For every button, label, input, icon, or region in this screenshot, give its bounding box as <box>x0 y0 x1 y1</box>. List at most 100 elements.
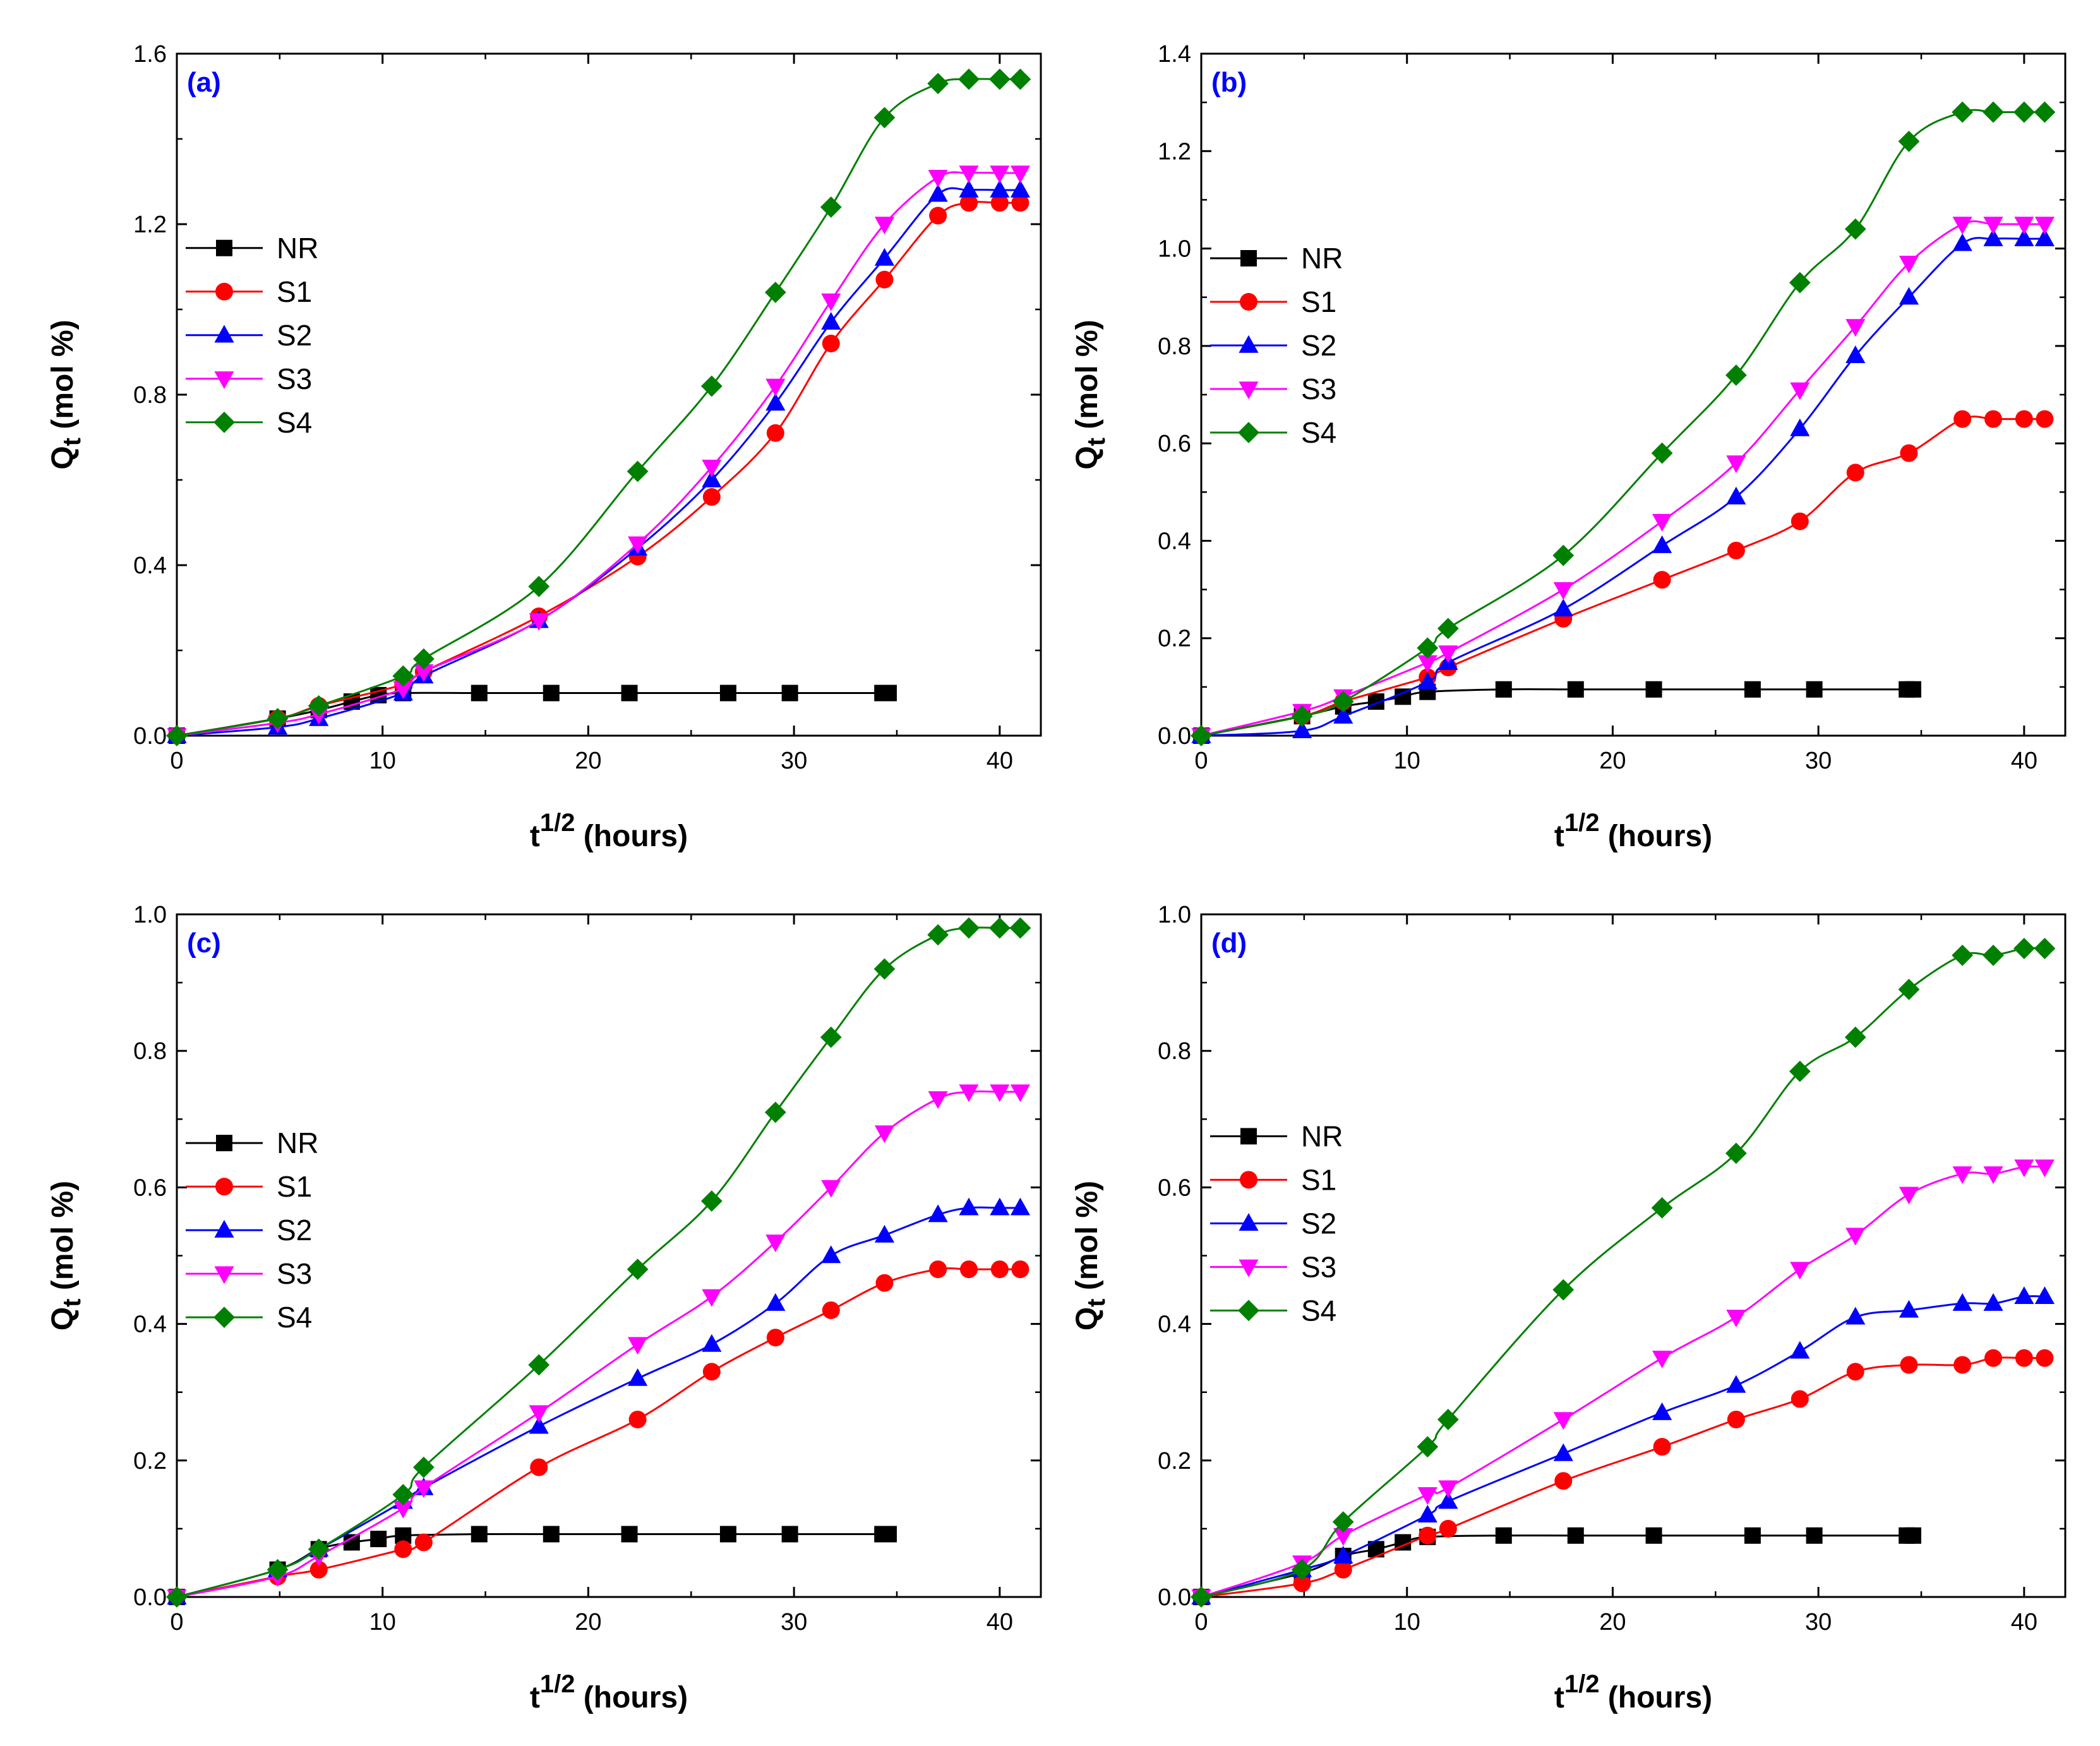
data-point <box>990 165 1010 184</box>
x-tick-label: 10 <box>369 1609 396 1635</box>
series-s4 <box>166 917 1031 1608</box>
data-point <box>166 725 188 746</box>
x-tick-label: 30 <box>1805 1609 1832 1635</box>
data-point <box>1983 1166 2003 1185</box>
data-point <box>1495 681 1512 698</box>
data-point <box>1952 101 1974 123</box>
data-point <box>2014 1286 2034 1305</box>
data-point <box>1439 1519 1457 1538</box>
data-point <box>700 375 723 397</box>
data-point <box>960 194 978 212</box>
legend-marker <box>1238 1300 1259 1322</box>
legend: NR S1 S2 S3 S4 <box>186 1127 318 1334</box>
data-point <box>880 1526 897 1543</box>
data-point <box>2034 217 2055 235</box>
data-point <box>370 1531 387 1548</box>
legend: NR S1 S2 S3 S4 <box>186 232 318 439</box>
data-point <box>412 1456 435 1478</box>
data-point <box>1651 442 1673 464</box>
data-point <box>928 184 948 202</box>
data-point <box>702 1334 722 1352</box>
panel-label: (b) <box>1211 67 1247 98</box>
data-point <box>392 665 414 687</box>
x-tick-label: 0 <box>170 1609 183 1635</box>
data-point <box>1726 1310 1746 1328</box>
data-point <box>928 1204 948 1223</box>
data-point <box>820 1026 842 1048</box>
legend-marker <box>1239 1259 1259 1277</box>
data-point <box>1652 535 1672 553</box>
data-point <box>543 1526 560 1543</box>
data-point <box>960 1260 978 1279</box>
data-point <box>702 1363 721 1381</box>
legend-label: S3 <box>277 362 312 395</box>
data-point <box>529 1416 549 1434</box>
legend-label: S3 <box>1301 373 1336 405</box>
data-point <box>719 1526 736 1543</box>
data-point <box>959 165 979 184</box>
data-point <box>1334 1560 1352 1579</box>
chart-panel: 0 10 20 30 40 0.0 0.2 0.4 0.6 0.8 1.0 (d) t1/2 (hour… <box>1071 902 2067 1714</box>
data-point <box>627 460 649 482</box>
data-point <box>1983 217 2003 235</box>
data-point <box>1567 1527 1584 1544</box>
data-point <box>1790 1341 1810 1359</box>
y-tick-label: 0.6 <box>1158 431 1191 457</box>
legend-label: S2 <box>1301 1207 1336 1240</box>
data-point <box>990 179 1010 198</box>
panel-label: (c) <box>187 928 221 959</box>
data-point <box>414 1480 434 1498</box>
data-point <box>1417 1505 1437 1522</box>
data-point <box>1010 1197 1031 1216</box>
x-tick-label: 40 <box>2011 748 2037 774</box>
data-point <box>1727 1410 1745 1428</box>
data-point <box>628 1337 648 1355</box>
data-point <box>308 695 330 717</box>
x-tick-label: 10 <box>1394 1609 1420 1635</box>
chart-panel: 0 10 20 30 40 0.0 0.2 0.4 0.6 0.8 1.0 1.2 1.4 (b) t1/2… <box>1071 41 2067 853</box>
y-tick-label: 0.0 <box>133 723 167 750</box>
data-point <box>874 1224 895 1243</box>
data-point <box>1395 688 1412 705</box>
series-s4 <box>1191 101 2056 746</box>
legend-label: NR <box>1301 1120 1343 1152</box>
data-point <box>1438 1491 1458 1509</box>
data-point <box>1419 1526 1437 1545</box>
data-point <box>1952 217 1972 235</box>
legend-marker <box>1240 293 1257 311</box>
series-s1 <box>1192 410 2054 744</box>
data-point <box>414 1533 433 1552</box>
data-point <box>1844 218 1866 240</box>
y-tick-label: 1.0 <box>133 902 167 928</box>
data-point <box>1552 544 1575 566</box>
data-point <box>766 424 784 442</box>
data-point <box>267 1558 289 1581</box>
y-tick-label: 1.6 <box>133 41 167 68</box>
data-point <box>1900 1356 1918 1374</box>
data-point <box>821 1180 841 1198</box>
series-line <box>1201 1356 2045 1598</box>
data-point <box>1333 1528 1353 1546</box>
data-point <box>700 1190 723 1212</box>
data-point <box>1292 721 1312 738</box>
data-point <box>1846 1363 1864 1381</box>
legend-label: NR <box>1301 242 1343 275</box>
data-point <box>1725 1142 1747 1164</box>
chart-panel: 0 10 20 30 40 0.0 0.2 0.4 0.6 0.8 1.0 (c) t1/2 (hour… <box>46 902 1042 1714</box>
data-point <box>1553 1443 1573 1461</box>
data-point <box>928 170 948 188</box>
data-point <box>702 1289 722 1307</box>
data-point <box>1900 444 1918 462</box>
data-point <box>267 708 289 729</box>
data-point <box>928 1091 948 1109</box>
data-point <box>765 393 786 411</box>
x-axis-title: t1/2 (hours) <box>530 1670 688 1714</box>
data-point <box>392 1483 414 1505</box>
data-point <box>543 685 560 702</box>
x-tick-label: 30 <box>1805 748 1832 774</box>
data-point <box>874 1125 895 1144</box>
data-point <box>1899 1300 1919 1318</box>
data-point <box>1653 571 1671 589</box>
data-point <box>1553 599 1573 617</box>
data-point <box>1983 944 2004 966</box>
